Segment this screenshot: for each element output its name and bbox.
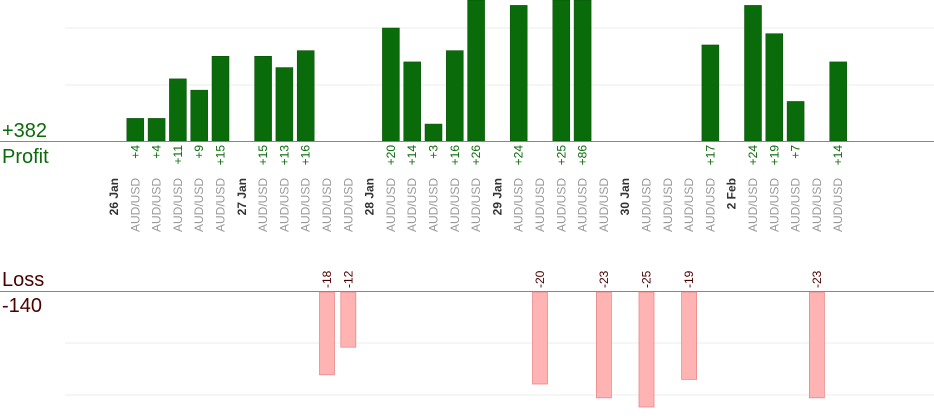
profit-bar [701,44,720,142]
category-label: AUD/USD [554,178,568,232]
category-label: AUD/USD [384,178,398,232]
category-label: AUD/USD [789,178,803,232]
loss-value-label: -20 [533,270,547,288]
profit-value-label: +17 [703,145,717,166]
profit-bar [382,27,400,142]
category-label: AUD/USD [427,178,441,232]
category-label: AUD/USD [512,178,526,232]
profit-value-label: +9 [192,145,206,159]
loss-value-label: -23 [597,270,611,288]
grid-lines [65,27,934,396]
profit-total-label: +382 [2,120,47,142]
category-label: AUD/USD [597,178,611,232]
category-label: AUD/USD [746,178,760,232]
profit-value-label: +24 [512,145,526,166]
category-label: AUD/USD [831,178,845,232]
category-label: AUD/USD [171,178,185,232]
profit-bar [275,67,294,142]
loss-bar [319,291,335,376]
category-label: AUD/USD [256,178,270,232]
date-label: 30 Jan [618,178,632,215]
profit-value-label: +11 [171,145,185,165]
category-label: AUD/USD [277,178,291,232]
loss-value-label: -12 [341,270,355,288]
profit-value-label: +16 [448,145,462,166]
profit-bar [126,118,145,142]
category-label: AUD/USD [576,178,590,232]
profit-value-label: +25 [554,145,568,166]
labels: 26 Jan AUD/USD +4 AUD/USD +4 AUD/USD +11 AUD/US… [107,145,845,288]
profit-value-label: +7 [789,145,803,159]
date-label: 27 Jan [235,178,249,215]
loss-bar [532,291,548,385]
loss-value-label: -19 [682,270,696,288]
profit-bar [552,0,571,142]
profit-bar [509,5,528,142]
profit-value-label: +14 [405,145,419,166]
bars [126,0,847,408]
category-label: AUD/USD [320,178,334,232]
category-label: AUD/USD [640,178,654,232]
category-label: AUD/USD [128,178,142,232]
loss-title-label: Loss [2,269,44,291]
category-label: AUD/USD [214,178,228,232]
profit-bar [786,101,805,142]
category-label: AUD/USD [192,178,206,232]
profit-bar [254,56,272,142]
profit-bar [467,0,485,142]
category-label: AUD/USD [767,178,781,232]
loss-bar [638,291,655,408]
date-label: 2 Feb [725,178,739,209]
category-label: AUD/USD [150,178,164,232]
loss-value-label: -18 [320,270,334,288]
profit-bar [765,33,784,142]
profit-bar [147,118,166,142]
profit-bar [829,61,847,142]
category-label: AUD/USD [341,178,355,232]
profit-value-label: +19 [767,145,781,166]
profit-value-label: +14 [831,145,845,166]
profit-value-label: +26 [469,145,483,166]
category-label: AUD/USD [299,178,313,232]
category-label: AUD/USD [448,178,462,232]
profit-bar [403,61,421,142]
profit-bar [446,50,464,142]
category-label: AUD/USD [469,178,483,232]
category-label: AUD/USD [405,178,419,232]
date-label: 28 Jan [363,178,377,215]
profit-bar [424,123,443,142]
loss-total-label: -140 [2,295,42,317]
profit-value-label: +15 [256,145,270,166]
profit-bar [169,78,187,142]
category-label: AUD/USD [703,178,717,232]
date-label: 26 Jan [107,178,121,215]
profit-value-label: +4 [150,145,164,159]
loss-value-label: -25 [640,270,654,288]
category-label: AUD/USD [533,178,547,232]
profit-bar [744,5,762,142]
profit-value-label: +20 [384,145,398,166]
profit-bar [190,89,208,142]
loss-bar [681,291,697,380]
profit-value-label: +3 [427,145,441,159]
profit-bar [296,50,315,142]
profit-value-label: +4 [128,145,142,159]
profit-value-label: +24 [746,145,760,166]
profit-title-label: Profit [2,146,49,168]
profit-value-label: +86 [576,145,590,166]
loss-value-label: -23 [810,270,824,288]
category-label: AUD/USD [661,178,675,232]
profit-value-label: +15 [214,145,228,166]
loss-bar [596,291,612,399]
loss-bar [809,291,825,399]
category-label: AUD/USD [810,178,824,232]
profit-bar [211,56,230,142]
category-label: AUD/USD [682,178,696,232]
profit-value-label: +13 [277,145,291,166]
profit-bar [573,0,592,142]
date-label: 29 Jan [490,178,504,215]
loss-bar [340,291,357,348]
profit-value-label: +16 [299,145,313,166]
